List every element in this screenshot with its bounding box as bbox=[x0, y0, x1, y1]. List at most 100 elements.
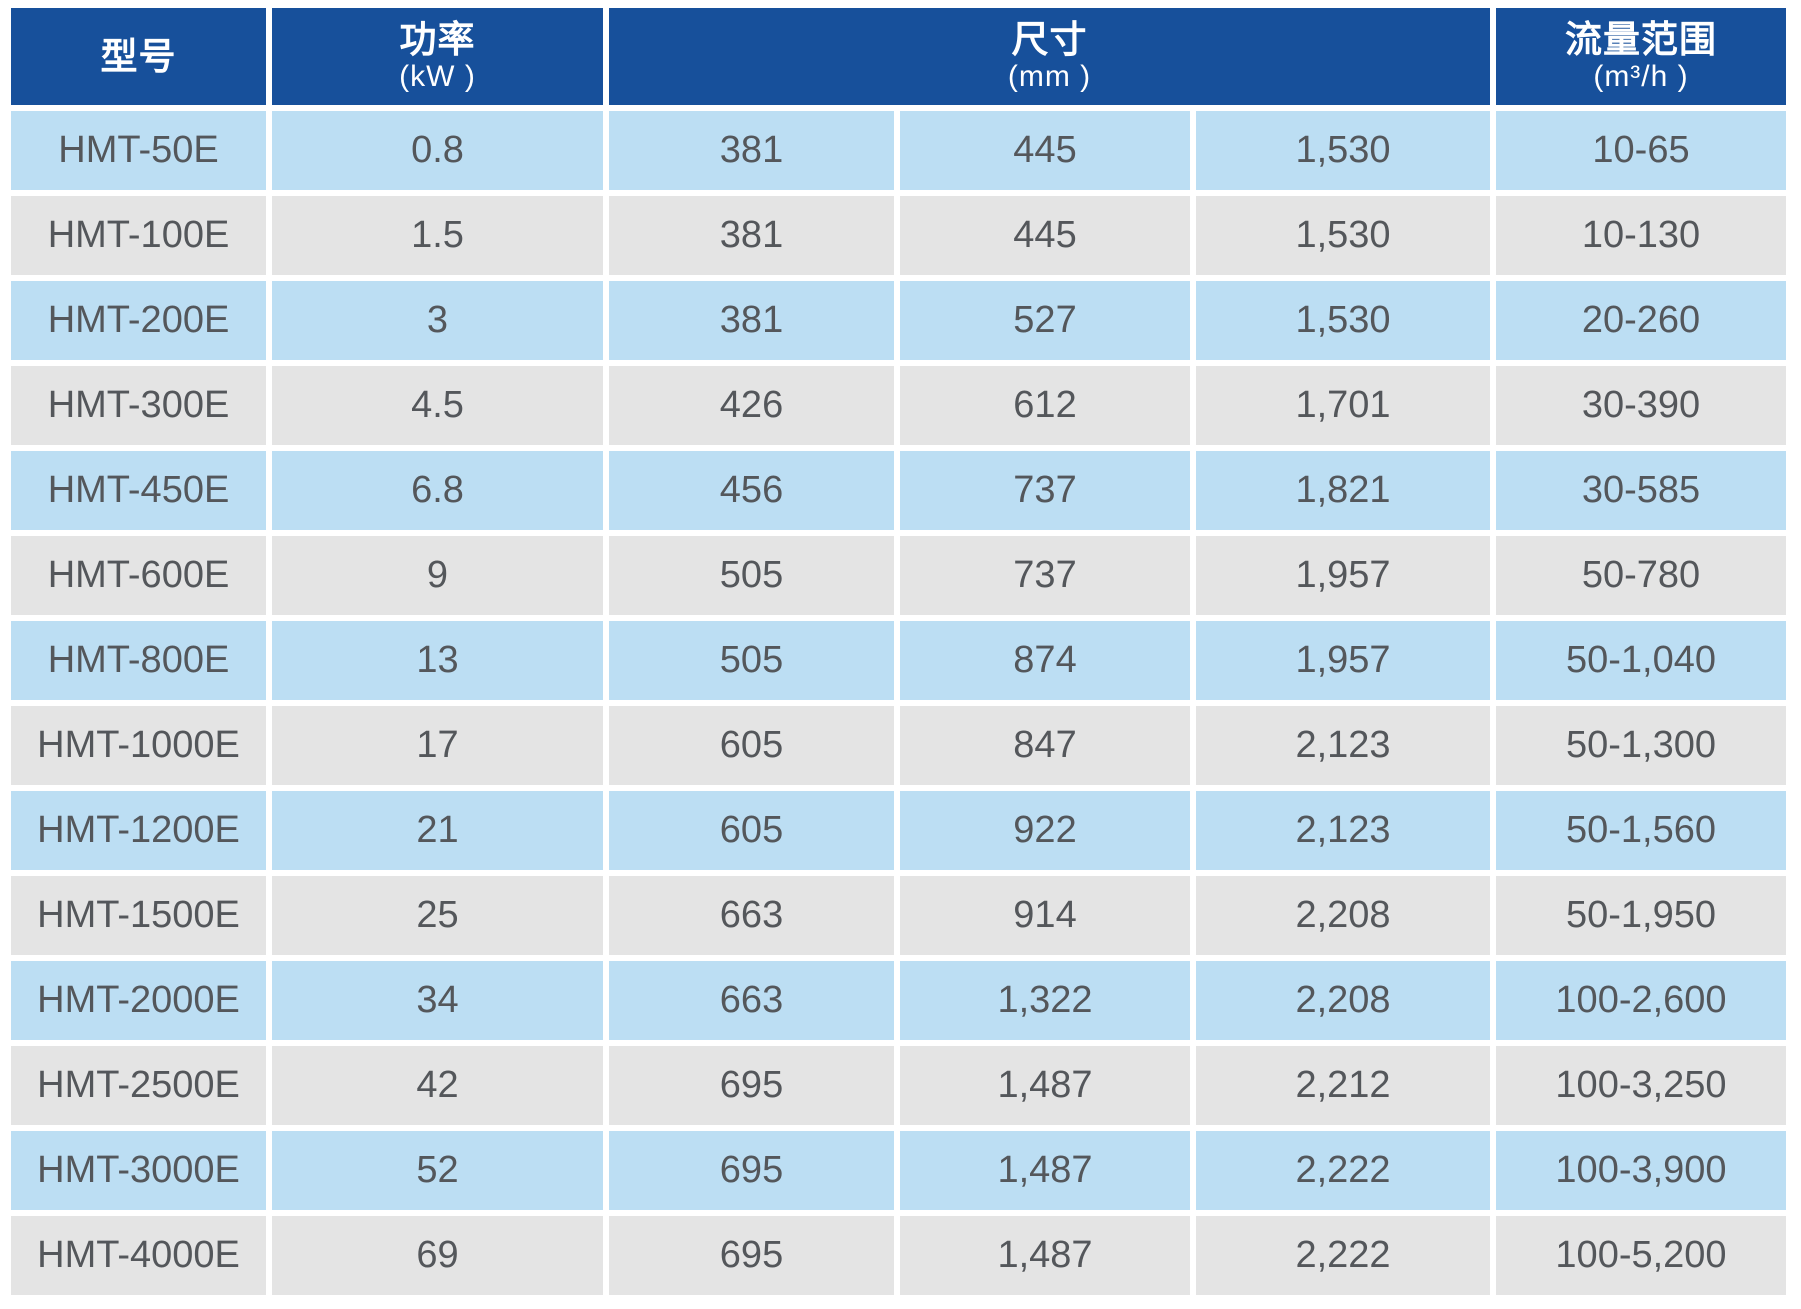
cell-dim-3: 2,123 bbox=[1196, 791, 1490, 870]
table-row: HMT-50E 0.8 381 445 1,530 10-65 bbox=[11, 111, 1788, 190]
cell-dim-3: 1,530 bbox=[1196, 111, 1490, 190]
cell-dim-1: 381 bbox=[609, 196, 894, 275]
cell-dim-2: 1,487 bbox=[900, 1216, 1190, 1295]
cell-dim-1: 695 bbox=[609, 1131, 894, 1210]
cell-dim-1: 663 bbox=[609, 961, 894, 1040]
cell-flow-range: 100-2,600 bbox=[1496, 961, 1786, 1040]
cell-dim-2: 445 bbox=[900, 111, 1190, 190]
cell-dim-3: 2,222 bbox=[1196, 1216, 1490, 1295]
cell-dim-2: 1,322 bbox=[900, 961, 1190, 1040]
table-row: HMT-1200E 21 605 922 2,123 50-1,560 bbox=[11, 791, 1788, 870]
cell-power: 25 bbox=[272, 876, 603, 955]
cell-model: HMT-1000E bbox=[11, 706, 266, 785]
cell-dim-3: 1,530 bbox=[1196, 196, 1490, 275]
cell-dim-2: 847 bbox=[900, 706, 1190, 785]
table-row: HMT-450E 6.8 456 737 1,821 30-585 bbox=[11, 451, 1788, 530]
table-body: HMT-50E 0.8 381 445 1,530 10-65 HMT-100E… bbox=[11, 111, 1788, 1295]
header-model-label: 型号 bbox=[100, 35, 177, 77]
cell-flow-range: 50-1,560 bbox=[1496, 791, 1786, 870]
cell-flow-range: 100-5,200 bbox=[1496, 1216, 1786, 1295]
cell-power: 17 bbox=[272, 706, 603, 785]
cell-model: HMT-200E bbox=[11, 281, 266, 360]
cell-dim-1: 695 bbox=[609, 1046, 894, 1125]
cell-model: HMT-2000E bbox=[11, 961, 266, 1040]
cell-dim-3: 2,212 bbox=[1196, 1046, 1490, 1125]
cell-power: 9 bbox=[272, 536, 603, 615]
cell-dim-2: 1,487 bbox=[900, 1046, 1190, 1125]
header-power-unit: (kW ) bbox=[399, 60, 476, 94]
cell-dim-2: 527 bbox=[900, 281, 1190, 360]
cell-dim-1: 505 bbox=[609, 536, 894, 615]
cell-power: 4.5 bbox=[272, 366, 603, 445]
cell-power: 42 bbox=[272, 1046, 603, 1125]
cell-flow-range: 50-1,300 bbox=[1496, 706, 1786, 785]
cell-power: 3 bbox=[272, 281, 603, 360]
cell-model: HMT-1200E bbox=[11, 791, 266, 870]
table-row: HMT-4000E 69 695 1,487 2,222 100-5,200 bbox=[11, 1216, 1788, 1295]
cell-flow-range: 50-1,040 bbox=[1496, 621, 1786, 700]
header-flow-range-label: 流量范围 bbox=[1565, 18, 1717, 60]
cell-dim-3: 1,957 bbox=[1196, 536, 1490, 615]
header-power-label: 功率 bbox=[399, 18, 476, 60]
table-row: HMT-2500E 42 695 1,487 2,212 100-3,250 bbox=[11, 1046, 1788, 1125]
cell-model: HMT-600E bbox=[11, 536, 266, 615]
cell-model: HMT-800E bbox=[11, 621, 266, 700]
cell-dim-3: 2,208 bbox=[1196, 961, 1490, 1040]
table-row: HMT-200E 3 381 527 1,530 20-260 bbox=[11, 281, 1788, 360]
cell-dim-1: 505 bbox=[609, 621, 894, 700]
table-row: HMT-1500E 25 663 914 2,208 50-1,950 bbox=[11, 876, 1788, 955]
table-row: HMT-2000E 34 663 1,322 2,208 100-2,600 bbox=[11, 961, 1788, 1040]
cell-dim-2: 914 bbox=[900, 876, 1190, 955]
cell-power: 6.8 bbox=[272, 451, 603, 530]
table-row: HMT-100E 1.5 381 445 1,530 10-130 bbox=[11, 196, 1788, 275]
cell-power: 21 bbox=[272, 791, 603, 870]
cell-flow-range: 100-3,900 bbox=[1496, 1131, 1786, 1210]
cell-dim-1: 381 bbox=[609, 281, 894, 360]
cell-dim-3: 1,530 bbox=[1196, 281, 1490, 360]
cell-flow-range: 50-780 bbox=[1496, 536, 1786, 615]
cell-power: 1.5 bbox=[272, 196, 603, 275]
cell-dim-1: 695 bbox=[609, 1216, 894, 1295]
header-cell-model: 型号 bbox=[11, 8, 266, 105]
cell-model: HMT-300E bbox=[11, 366, 266, 445]
cell-dim-3: 1,821 bbox=[1196, 451, 1490, 530]
cell-dim-2: 612 bbox=[900, 366, 1190, 445]
cell-dim-1: 381 bbox=[609, 111, 894, 190]
table-row: HMT-300E 4.5 426 612 1,701 30-390 bbox=[11, 366, 1788, 445]
header-dimensions-label: 尺寸 bbox=[1011, 18, 1088, 60]
cell-dim-1: 605 bbox=[609, 706, 894, 785]
cell-flow-range: 30-585 bbox=[1496, 451, 1786, 530]
cell-dim-3: 2,208 bbox=[1196, 876, 1490, 955]
cell-flow-range: 10-65 bbox=[1496, 111, 1786, 190]
cell-dim-3: 1,957 bbox=[1196, 621, 1490, 700]
cell-dim-2: 874 bbox=[900, 621, 1190, 700]
cell-dim-1: 456 bbox=[609, 451, 894, 530]
cell-dim-2: 737 bbox=[900, 451, 1190, 530]
header-dimensions-unit: (mm ) bbox=[1007, 60, 1092, 94]
cell-power: 69 bbox=[272, 1216, 603, 1295]
cell-power: 34 bbox=[272, 961, 603, 1040]
header-cell-power: 功率 (kW ) bbox=[272, 8, 603, 105]
cell-dim-1: 605 bbox=[609, 791, 894, 870]
cell-dim-2: 1,487 bbox=[900, 1131, 1190, 1210]
cell-flow-range: 30-390 bbox=[1496, 366, 1786, 445]
cell-model: HMT-50E bbox=[11, 111, 266, 190]
cell-dim-1: 663 bbox=[609, 876, 894, 955]
header-cell-flow-range: 流量范围 (m³/h ) bbox=[1496, 8, 1786, 105]
cell-dim-2: 922 bbox=[900, 791, 1190, 870]
cell-dim-3: 2,123 bbox=[1196, 706, 1490, 785]
cell-flow-range: 100-3,250 bbox=[1496, 1046, 1786, 1125]
cell-flow-range: 20-260 bbox=[1496, 281, 1786, 360]
cell-dim-2: 737 bbox=[900, 536, 1190, 615]
table-row: HMT-600E 9 505 737 1,957 50-780 bbox=[11, 536, 1788, 615]
table-header-row: 型号 功率 (kW ) 尺寸 (mm ) 流量范围 (m³/h ) bbox=[11, 8, 1788, 105]
cell-model: HMT-100E bbox=[11, 196, 266, 275]
table-row: HMT-800E 13 505 874 1,957 50-1,040 bbox=[11, 621, 1788, 700]
cell-power: 13 bbox=[272, 621, 603, 700]
cell-flow-range: 50-1,950 bbox=[1496, 876, 1786, 955]
cell-model: HMT-450E bbox=[11, 451, 266, 530]
cell-power: 0.8 bbox=[272, 111, 603, 190]
header-cell-dimensions: 尺寸 (mm ) bbox=[609, 8, 1490, 105]
cell-flow-range: 10-130 bbox=[1496, 196, 1786, 275]
cell-model: HMT-3000E bbox=[11, 1131, 266, 1210]
